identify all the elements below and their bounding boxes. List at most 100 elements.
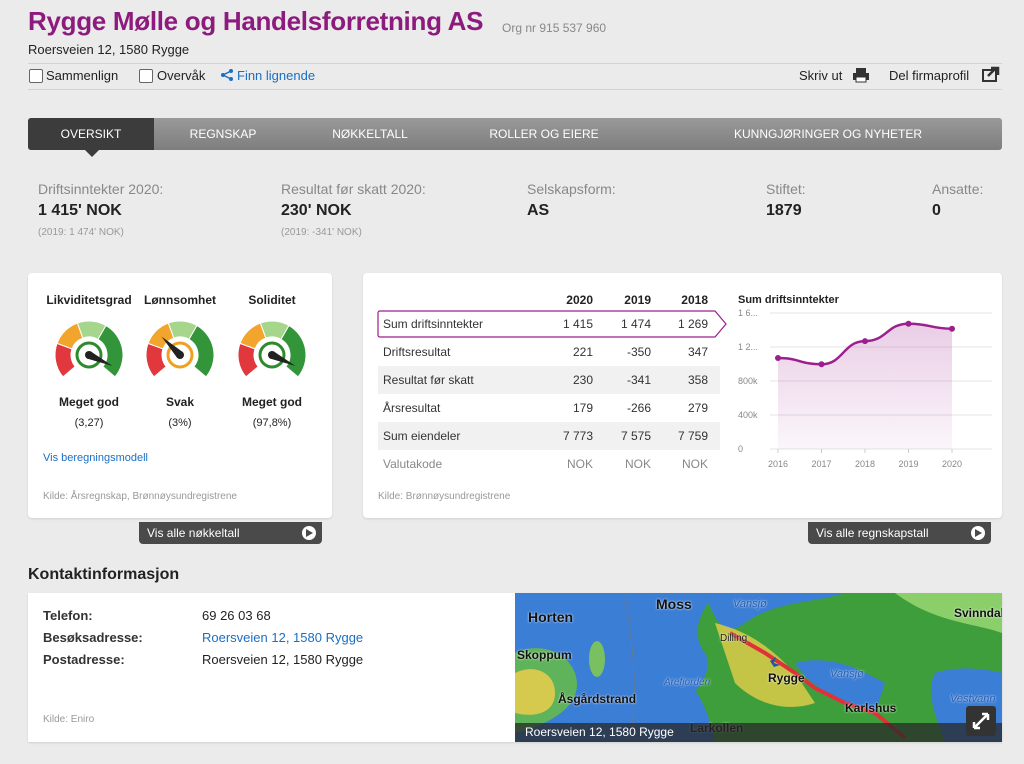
point: [775, 355, 781, 362]
map-caption: Roersveien 12, 1580 Rygge: [525, 725, 674, 739]
cell: NOK: [681, 457, 708, 471]
row-label: Resultat før skatt: [383, 373, 474, 387]
divider: [28, 89, 1002, 90]
tab[interactable]: ROLLER OG EIERE: [489, 127, 599, 141]
gauge-rating: Svak: [165, 395, 195, 409]
point: [862, 338, 868, 345]
map-label: Vestvann: [950, 693, 996, 705]
summary-value: 1879: [766, 202, 802, 219]
x-tick-label: 2019: [898, 459, 918, 469]
section-title: Kontaktinformasjon: [28, 566, 180, 583]
cell: -266: [626, 401, 651, 415]
row-label: Sum eiendeler: [383, 429, 461, 443]
y-tick-label: 800k: [738, 376, 758, 386]
cell: 230: [572, 373, 593, 387]
all-accounts-button[interactable]: Vis alle regnskapstall: [808, 522, 991, 544]
summary-value: AS: [527, 202, 550, 219]
share-profile[interactable]: Del firmaprofil: [889, 68, 970, 83]
gauge-segment: [97, 324, 124, 378]
point: [949, 325, 955, 332]
map-label: Rygge: [768, 671, 805, 685]
tab[interactable]: REGNSKAP: [189, 127, 257, 141]
summary-label: Stiftet:: [766, 181, 806, 197]
y-tick-label: 1 2...: [738, 342, 758, 352]
map-label: Åsgårdstrand: [558, 692, 637, 706]
checkbox[interactable]: [139, 69, 153, 83]
y-tick-label: 1 6...: [738, 308, 758, 318]
gauge-value: (97,8%): [252, 417, 292, 429]
active-tab-pointer: [85, 150, 99, 157]
find-similar[interactable]: Finn lignende: [237, 68, 316, 83]
org-number: Org nr 915 537 960: [502, 21, 607, 35]
map-label: Svinndal: [954, 606, 1002, 620]
row-label: Valutakode: [383, 457, 443, 471]
revenue-chart: Sum driftsinntekter 0 400k 800k 1 2... 1 6...…: [738, 294, 992, 469]
area: [778, 323, 952, 449]
column-header: 2018: [681, 293, 708, 307]
address: Roersveien 12, 1580 Rygge: [28, 42, 190, 57]
expand-map-button[interactable]: [966, 706, 996, 736]
calculation-model-link[interactable]: Vis beregningsmodell: [43, 452, 148, 464]
field-value[interactable]: Roersveien 12, 1580 Rygge: [202, 630, 364, 645]
divider: [28, 63, 1002, 64]
gauge-rating: Meget god: [242, 395, 302, 409]
gauge-pin: [176, 351, 184, 359]
cell: -350: [626, 345, 651, 359]
share-profile-icon: [982, 66, 1000, 82]
all-key-figures-button[interactable]: Vis alle nøkkeltall: [139, 522, 322, 544]
print-icon: [853, 68, 869, 83]
cell: 1 474: [620, 317, 651, 331]
gauge-segment: [280, 324, 307, 378]
gauge-value: (3%): [168, 417, 192, 429]
source: Kilde: Årsregnskap, Brønnøysundregistren…: [43, 491, 237, 502]
column-header: 2019: [624, 293, 651, 307]
gauge-pin: [268, 351, 276, 359]
tab[interactable]: OVERSIKT: [60, 127, 122, 141]
map-label: Arefjorden: [664, 677, 711, 688]
map-label: Vansjø: [733, 598, 767, 610]
field-value: Roersveien 12, 1580 Rygge: [202, 652, 364, 667]
map-label: Dilling: [720, 633, 748, 644]
field-value: 69 26 03 68: [202, 608, 271, 623]
print[interactable]: Skriv ut: [799, 68, 843, 83]
company-name: Rygge Mølle og Handelsforretning AS: [28, 6, 484, 36]
map[interactable]: Moss Horten Skoppum Åsgårdstrand Dilling Vans…: [515, 593, 1002, 742]
gauge-pin: [85, 351, 93, 359]
row-label: Årsresultat: [383, 401, 441, 415]
cell: 358: [687, 373, 708, 387]
point: [818, 361, 825, 368]
summary-label: Resultat før skatt 2020:: [281, 181, 426, 197]
cell: 221: [572, 345, 593, 359]
map-label: Moss: [656, 596, 692, 612]
cell: 1 415: [562, 317, 593, 331]
source: Kilde: Eniro: [43, 714, 95, 725]
x-tick-label: 2020: [942, 459, 962, 469]
button-label: Vis alle nøkkeltall: [147, 526, 240, 540]
row-background: [378, 422, 720, 450]
share-icon: [221, 69, 233, 81]
compare[interactable]: Sammenlign: [46, 68, 119, 83]
map-label: Vansjø: [830, 668, 864, 680]
summary-note: (2019: -341' NOK): [281, 227, 362, 238]
summary-value: 230' NOK: [281, 202, 352, 219]
active-tab: [28, 118, 154, 150]
row-background: [378, 366, 720, 394]
cell: NOK: [624, 457, 651, 471]
summary-label: Driftsinntekter 2020:: [38, 181, 164, 197]
map-label: Skoppum: [517, 648, 572, 662]
tab[interactable]: NØKKELTALL: [332, 127, 408, 141]
cell: 7 759: [677, 429, 708, 443]
watch[interactable]: Overvåk: [157, 68, 206, 83]
field-label: Postadresse:: [43, 652, 125, 667]
cell: 1 269: [677, 317, 708, 331]
point: [905, 320, 912, 327]
arrow-icon: [302, 526, 316, 540]
y-tick-label: 400k: [738, 410, 758, 420]
checkbox[interactable]: [29, 69, 43, 83]
highlight-outline: [377, 310, 727, 338]
tab[interactable]: KUNNGJØRINGER OG NYHETER: [733, 127, 922, 141]
map-label: Karlshus: [845, 701, 897, 715]
tab-bar: [28, 118, 1002, 150]
